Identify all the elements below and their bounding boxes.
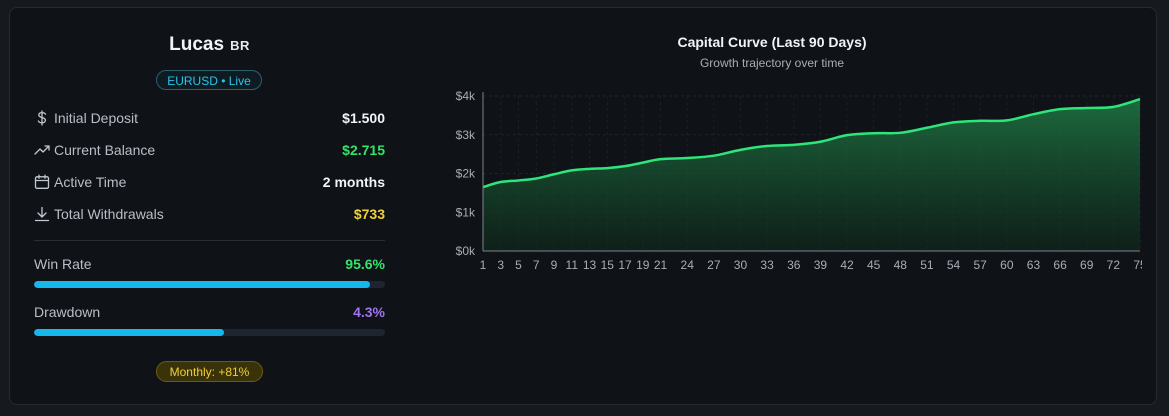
y-tick-label: $3k	[456, 128, 476, 142]
stat-initial-deposit: Initial Deposit $1.500	[34, 108, 385, 128]
x-tick-label: 63	[1027, 258, 1041, 272]
x-tick-label: 11	[566, 258, 579, 272]
x-tick-label: 33	[760, 258, 774, 272]
x-tick-label: 60	[1000, 258, 1014, 272]
x-tick-label: 39	[814, 258, 828, 272]
download-icon	[34, 206, 50, 222]
trader-summary-panel: Lucas BR EURUSD • Live Initial Deposit $1…	[34, 8, 385, 404]
trader-name-heading: Lucas BR	[34, 34, 385, 56]
x-tick-label: 75	[1133, 258, 1142, 272]
x-tick-label: 5	[515, 258, 522, 272]
trending-up-icon	[34, 145, 50, 155]
x-tick-label: 24	[681, 258, 695, 272]
x-tick-label: 19	[636, 258, 650, 272]
x-tick-label: 72	[1107, 258, 1121, 272]
stat-label: Current Balance	[54, 142, 156, 158]
country-code: BR	[230, 38, 250, 53]
x-tick-label: 69	[1080, 258, 1094, 272]
stat-label: Initial Deposit	[54, 110, 139, 126]
y-tick-label: $0k	[456, 244, 476, 258]
trader-name: Lucas	[169, 34, 225, 55]
capital-line	[482, 97, 1141, 189]
x-tick-label: 48	[894, 258, 908, 272]
stat-value: $733	[353, 206, 385, 222]
y-tick-label: $4k	[456, 89, 476, 103]
drawdown-label: Drawdown	[34, 304, 101, 320]
x-tick-label: 30	[734, 258, 748, 272]
drawdown-bar-fill	[34, 329, 224, 336]
drawdown-bar	[34, 329, 385, 336]
x-tick-label: 1	[480, 258, 487, 272]
x-tick-label: 27	[707, 258, 721, 272]
x-tick-label: 7	[533, 258, 540, 272]
account-badge: EURUSD • Live	[156, 70, 262, 90]
x-tick-label: 42	[840, 258, 854, 272]
win-rate-bar	[34, 281, 385, 288]
win-rate-bar-fill	[34, 281, 370, 288]
stat-current-balance: Current Balance $2.715	[34, 140, 385, 160]
monthly-return-badge: Monthly: +81%	[156, 361, 263, 382]
x-tick-label: 21	[654, 258, 668, 272]
win-rate-value: 95.6%	[345, 256, 385, 272]
stat-active-time: Active Time 2 months	[34, 172, 385, 192]
x-tick-label: 54	[947, 258, 961, 272]
calendar-icon	[34, 174, 50, 189]
chart-title: Capital Curve (Last 90 Days)	[677, 34, 867, 50]
chart-subtitle: Growth trajectory over time	[699, 56, 845, 70]
stat-value: $1.500	[342, 110, 385, 126]
stat-total-withdrawals: Total Withdrawals $733	[34, 204, 385, 224]
x-tick-label: 17	[618, 258, 632, 272]
x-tick-label: 13	[583, 258, 597, 272]
capital-area-fill	[483, 99, 1140, 251]
x-tick-label: 57	[974, 258, 988, 272]
y-tick-label: $2k	[456, 167, 476, 181]
x-tick-label: 15	[601, 258, 615, 272]
stat-label: Active Time	[54, 174, 127, 190]
y-tick-label: $1k	[456, 205, 476, 219]
x-tick-label: 9	[551, 258, 558, 272]
dollar-icon	[37, 110, 47, 126]
trader-card: Lucas BR EURUSD • Live Initial Deposit $1…	[9, 7, 1157, 405]
divider	[34, 240, 385, 241]
stat-label: Total Withdrawals	[54, 206, 164, 222]
x-tick-label: 3	[497, 258, 504, 272]
x-tick-label: 51	[920, 258, 934, 272]
capital-curve-chart: $0k$1k$2k$3k$4k1 3 5 7 9 11 13 15 17 19 21 24 27 30 33…	[456, 89, 1142, 272]
x-tick-label: 36	[787, 258, 801, 272]
stat-value: $2.715	[342, 142, 385, 158]
x-tick-label: 66	[1053, 258, 1067, 272]
drawdown-value: 4.3%	[353, 304, 385, 320]
stat-value: 2 months	[322, 174, 385, 190]
win-rate-label: Win Rate	[34, 256, 92, 272]
x-tick-label: 45	[867, 258, 881, 272]
